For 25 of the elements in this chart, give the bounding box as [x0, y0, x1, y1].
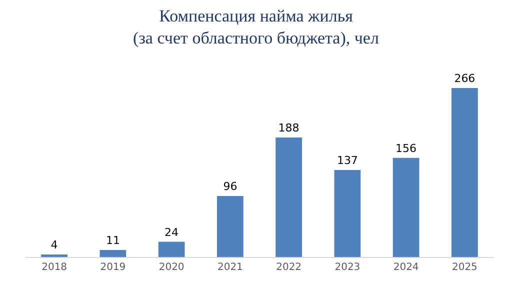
bar [392, 158, 420, 257]
x-tick-label: 2022 [276, 262, 302, 273]
x-tick-label: 2025 [452, 262, 478, 273]
x-tick-label: 2020 [158, 262, 184, 273]
chart-title: Компенсация найма жилья (за счет областного бюджета), чел [133, 6, 380, 48]
bar [452, 88, 478, 257]
data-label: 137 [336, 154, 358, 167]
data-label: 11 [106, 234, 120, 248]
bar [217, 196, 244, 257]
x-tick-label: 2019 [100, 262, 126, 273]
bar [41, 254, 68, 257]
data-label: 266 [454, 72, 476, 85]
x-tick-label: 2024 [393, 262, 419, 273]
data-label: 156 [396, 142, 417, 155]
data-label: 24 [164, 226, 179, 239]
bar [276, 138, 302, 257]
data-label: 4 [50, 238, 58, 252]
bar [334, 170, 361, 257]
bar [100, 250, 126, 257]
x-tick-label: 2021 [217, 262, 243, 273]
x-tick-label: 2018 [42, 262, 68, 273]
bar [158, 242, 185, 257]
data-label: 188 [278, 122, 300, 135]
x-tick-label: 2023 [334, 262, 360, 273]
data-label: 96 [223, 180, 238, 194]
